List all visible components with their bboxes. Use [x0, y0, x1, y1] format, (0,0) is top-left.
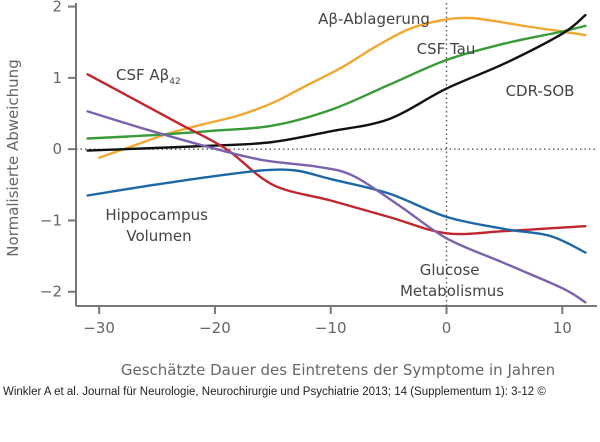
y-tick-label: 0 — [52, 140, 62, 158]
y-tick-label: 2 — [52, 0, 62, 16]
series-line-hippocampus-volumen — [86, 168, 587, 254]
tick-labels: 210−1−2−30 −20 −10 0 10 — [40, 0, 572, 337]
series-lines — [86, 13, 587, 304]
y-tick-label: 1 — [52, 69, 62, 87]
label-csf-tau: CSF Tau — [417, 40, 476, 58]
x-axis-title: Geschätzte Dauer des Eintretens der Symp… — [121, 361, 555, 379]
y-axis-title: Normalisierte Abweichung — [4, 59, 22, 256]
label-csf-abeta42-main: CSF Aβ — [116, 66, 169, 84]
series-line-glucose-metabolismus — [86, 110, 587, 304]
series-line-csf-abeta42 — [86, 73, 587, 236]
label-csf-abeta42-subscript: 42 — [169, 77, 180, 87]
x-tick-label: −30 — [83, 319, 115, 337]
y-tick-label: −1 — [40, 211, 62, 229]
series-line-abeta-ablagerung — [98, 16, 587, 159]
series-line-csf-tau — [86, 24, 587, 140]
label-hippocampus-line1: Hippocampus — [105, 206, 208, 224]
label-hippocampus-line2: Volumen — [126, 227, 191, 245]
label-hippocampus-volumen: Hippocampus Volumen — [105, 206, 212, 245]
reference-lines — [76, 3, 597, 306]
x-tick-label: −10 — [315, 319, 347, 337]
series-line-cdr-sob — [86, 13, 587, 152]
label-glucose-line2: Metabolismus — [400, 282, 504, 300]
x-tick-label: 0 — [442, 319, 452, 337]
chart-canvas: 210−1−2−30 −20 −10 0 10 Normalisierte Abweic… — [4, 0, 597, 379]
chart-axes — [68, 3, 597, 314]
label-abeta-ablagerung: Aβ-Ablagerung — [318, 10, 430, 28]
label-glucose-line1: Glucose — [420, 261, 480, 279]
label-glucose-metabolismus: Glucose Metabolismus — [400, 261, 504, 300]
label-csf-abeta42: CSF Aβ42 — [116, 66, 181, 87]
source-credit: Winkler A et al. Journal für Neurologie,… — [3, 386, 546, 398]
x-tick-label: −20 — [199, 319, 231, 337]
y-tick-label: −2 — [40, 283, 62, 301]
label-cdr-sob: CDR-SOB — [506, 82, 575, 100]
x-tick-label: 10 — [553, 319, 572, 337]
